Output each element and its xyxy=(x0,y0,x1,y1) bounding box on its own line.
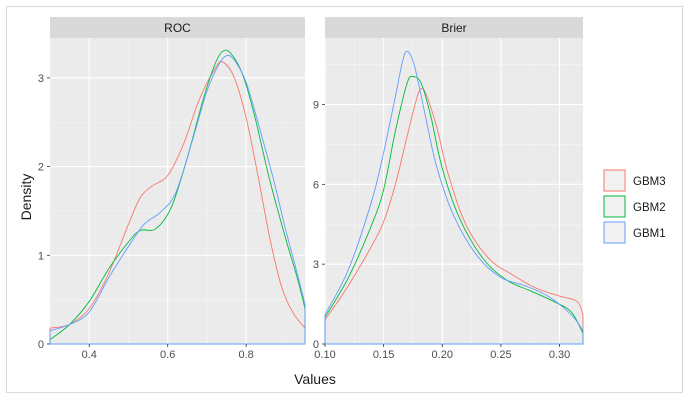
legend-item-gbm2: GBM2 xyxy=(603,195,666,218)
x-ticks-brier: 0.10 0.15 0.20 0.25 0.30 xyxy=(314,344,570,361)
y-tick-label-roc-1: 1 xyxy=(38,250,44,262)
legend-item-gbm3: GBM3 xyxy=(603,169,666,192)
strip-title-roc: ROC xyxy=(164,21,191,35)
x-axis-title: Values xyxy=(294,371,336,387)
legend-item-gbm1: GBM1 xyxy=(603,221,666,244)
y-tick-label-brier-2: 6 xyxy=(313,179,319,191)
y-tick-label-brier-0: 0 xyxy=(313,339,319,351)
series-group-brier xyxy=(324,50,584,345)
y-ticks-roc: 0 1 2 3 xyxy=(38,73,50,351)
strip-roc xyxy=(50,17,305,38)
major-gridlines-brier xyxy=(324,38,583,345)
x-tick-label-brier-4: 0.30 xyxy=(549,349,570,361)
y-tick-label-brier-1: 3 xyxy=(313,259,319,271)
legend-key-gbm3 xyxy=(603,169,626,192)
y-tick-label-roc-3: 3 xyxy=(38,73,44,85)
strip-brier xyxy=(325,17,583,38)
density-line-brier-gbm3 xyxy=(324,87,584,345)
y-tick-label-brier-3: 9 xyxy=(313,100,319,112)
chart-frame: ROC 0.4 0.6 0.8 0 1 2 3 Brier 0.10 0.15 0.20 0.2… xyxy=(6,6,683,393)
x-tick-label-brier-3: 0.25 xyxy=(490,349,511,361)
legend-label-gbm2: GBM2 xyxy=(633,202,666,214)
y-tick-label-roc-2: 2 xyxy=(38,162,44,174)
legend-key-gbm1 xyxy=(603,221,626,244)
x-ticks-roc: 0.4 0.6 0.8 xyxy=(82,344,254,361)
plot-background-brier xyxy=(325,38,583,344)
density-line-roc-gbm1 xyxy=(49,55,306,345)
x-tick-label-brier-2: 0.20 xyxy=(432,349,453,361)
minor-gridlines-roc xyxy=(49,38,305,344)
density-chart: ROC 0.4 0.6 0.8 0 1 2 3 Brier 0.10 0.15 0.20 0.2… xyxy=(18,17,666,387)
x-tick-label-brier-0: 0.10 xyxy=(314,349,335,361)
panel-brier: Brier 0.10 0.15 0.20 0.25 0.30 0 3 6 9 xyxy=(313,17,584,361)
minor-gridlines-brier xyxy=(325,38,583,344)
density-line-roc-gbm2 xyxy=(49,49,306,345)
legend-key-gbm2 xyxy=(603,195,626,218)
density-line-brier-gbm2 xyxy=(324,75,584,345)
x-tick-label-brier-1: 0.15 xyxy=(373,349,394,361)
strip-title-brier: Brier xyxy=(441,21,466,35)
x-tick-label-roc-0: 0.4 xyxy=(82,349,97,361)
x-tick-label-roc-1: 0.6 xyxy=(160,349,175,361)
legend-label-gbm1: GBM1 xyxy=(633,228,666,240)
x-tick-label-roc-2: 0.8 xyxy=(239,349,254,361)
density-line-brier-gbm1 xyxy=(324,50,584,345)
legend: GBM3 GBM2 GBM1 xyxy=(603,169,666,244)
series-group-roc xyxy=(49,49,306,345)
panel-roc: ROC 0.4 0.6 0.8 0 1 2 3 xyxy=(38,17,306,361)
density-line-roc-gbm3 xyxy=(49,61,306,345)
y-axis-title: Density xyxy=(18,174,34,221)
y-ticks-brier: 0 3 6 9 xyxy=(313,100,325,351)
legend-label-gbm3: GBM3 xyxy=(633,176,666,188)
y-tick-label-roc-0: 0 xyxy=(38,339,44,351)
